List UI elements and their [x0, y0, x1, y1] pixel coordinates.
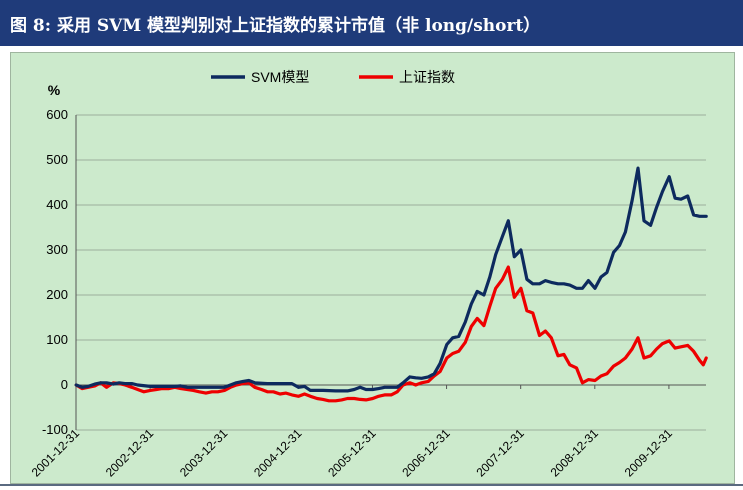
legend: SVM模型 上证指数: [211, 69, 455, 85]
series-lines: [74, 166, 708, 403]
y-tick-label: -100: [42, 422, 68, 437]
x-tick-label: 2009-12-31: [622, 426, 676, 480]
header-divider: [0, 46, 743, 50]
legend-label: 上证指数: [399, 69, 455, 85]
chart-panel: -100 0 100 200 300 400 500 600% 2001-12-31 2002-1…: [10, 52, 735, 484]
y-tick-label: 200: [46, 287, 68, 302]
y-axis-unit-label: %: [48, 82, 61, 98]
legend-label: SVM模型: [251, 69, 309, 85]
legend-svm-model: SVM模型: [211, 69, 309, 85]
y-tick-label: 400: [46, 197, 68, 212]
x-tick-label: 2006-12-31: [399, 426, 453, 480]
y-tick-label: 600: [46, 107, 68, 122]
x-tick-label: 2007-12-31: [473, 426, 527, 480]
shanghai-index-series-line: [74, 265, 708, 403]
x-tick-label: 2008-12-31: [548, 426, 602, 480]
y-tick-label: 500: [46, 152, 68, 167]
gridlines: [76, 114, 706, 431]
x-tick-label: 2002-12-31: [103, 426, 157, 480]
legend-shanghai-index: 上证指数: [359, 69, 455, 85]
x-tick-label: 2004-12-31: [251, 426, 305, 480]
figure-title: 图 8: 采用 SVM 模型判别对上证指数的累计市值（非 long/short）: [10, 16, 541, 36]
y-tick-label: 300: [46, 242, 68, 257]
y-tick-label: 100: [46, 332, 68, 347]
svm-model-series-line: [74, 166, 708, 393]
footer-rule: [0, 484, 743, 486]
y-tick-label: 0: [61, 377, 68, 392]
x-tick-label: 2005-12-31: [325, 426, 379, 480]
x-tick-label: 2003-12-31: [177, 426, 231, 480]
figure-header: 图 8: 采用 SVM 模型判别对上证指数的累计市值（非 long/short）: [0, 0, 743, 46]
